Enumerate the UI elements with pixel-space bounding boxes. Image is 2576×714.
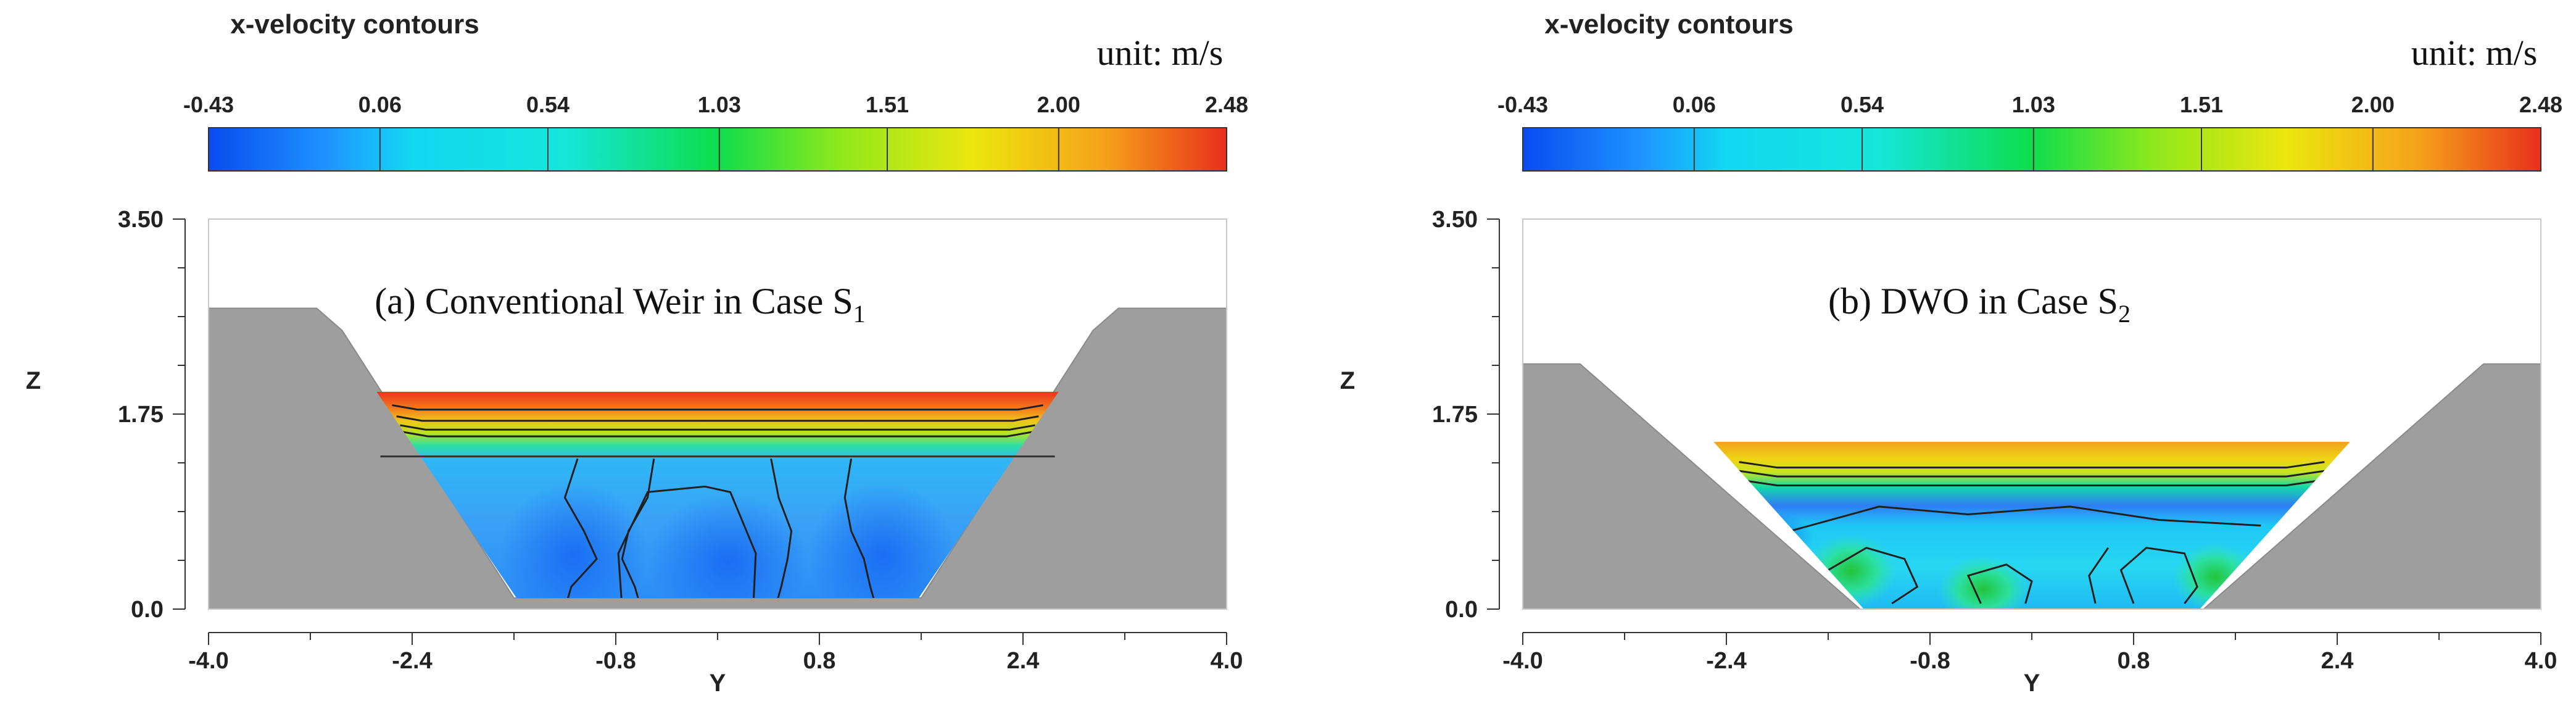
colorbar-tick-label: 0.54 bbox=[526, 92, 569, 117]
x-tick-label: -2.4 bbox=[392, 648, 432, 674]
x-tick-label: -2.4 bbox=[1706, 648, 1746, 674]
x-tick-label: 2.4 bbox=[1007, 648, 1040, 674]
colorbar-tick-label: 2.00 bbox=[2351, 92, 2395, 117]
panel-b-frame bbox=[1522, 218, 2541, 610]
panel-a-colorbar-bar bbox=[208, 127, 1227, 172]
panel-a-unit-label: unit: m/s bbox=[1097, 33, 1224, 73]
x-tick-label: 0.8 bbox=[803, 648, 836, 674]
panel-a-axes: -4.0 -2.4 -0.8 0.8 2.4 4.0 0.0 1.75 3.50… bbox=[26, 207, 1243, 697]
panel-b-x-axis-label: Y bbox=[2024, 670, 2040, 697]
panel-b-axes: -4.0 -2.4 -0.8 0.8 2.4 4.0 0.0 1.75 3.50… bbox=[1340, 207, 2557, 697]
colorbar-tick-label: 1.51 bbox=[866, 92, 909, 117]
panel-b-y-axis-label: Z bbox=[1340, 367, 1355, 394]
panel-b: x-velocity contours unit: m/s -0.43 0.06… bbox=[1340, 9, 2562, 697]
x-tick-label: 4.0 bbox=[2525, 648, 2557, 674]
x-tick-label: -0.8 bbox=[1910, 648, 1950, 674]
colorbar-tick-label: 0.06 bbox=[358, 92, 402, 117]
panel-a: x-velocity contours unit: m/s -0.43 0.06… bbox=[26, 9, 1248, 697]
panel-a-plot: (a) Conventional Weir in Case S1 bbox=[208, 218, 1227, 610]
panel-a-frame bbox=[208, 218, 1227, 610]
panel-b-unit-label: unit: m/s bbox=[2411, 33, 2538, 73]
colorbar-tick-label: 0.06 bbox=[1673, 92, 1716, 117]
colorbar-tick-label: 1.03 bbox=[698, 92, 741, 117]
x-tick-label: -0.8 bbox=[595, 648, 636, 674]
y-tick-label: 1.75 bbox=[118, 402, 164, 428]
colorbar-tick-label: 2.48 bbox=[1205, 92, 1248, 117]
y-tick-label: 3.50 bbox=[1432, 207, 1478, 233]
y-tick-label: 1.75 bbox=[1432, 402, 1478, 428]
panel-a-x-axis-label: Y bbox=[710, 670, 726, 697]
y-tick-label: 0.0 bbox=[1445, 597, 1478, 623]
panel-b-plot: (b) DWO in Case S2 bbox=[1522, 218, 2541, 610]
colorbar-tick-label: 2.48 bbox=[2519, 92, 2562, 117]
panel-b-title: x-velocity contours bbox=[1544, 9, 1793, 39]
colorbar-tick-label: -0.43 bbox=[1497, 92, 1548, 117]
y-tick-label: 3.50 bbox=[118, 207, 164, 233]
x-tick-label: -4.0 bbox=[1502, 648, 1543, 674]
x-tick-label: 2.4 bbox=[2321, 648, 2354, 674]
colorbar-tick-label: -0.43 bbox=[183, 92, 234, 117]
panel-a-title: x-velocity contours bbox=[230, 9, 479, 39]
colorbar-tick-label: 0.54 bbox=[1841, 92, 1884, 117]
panel-a-colorbar: -0.43 0.06 0.54 1.03 1.51 2.00 2.48 bbox=[183, 92, 1248, 172]
y-tick-label: 0.0 bbox=[131, 597, 164, 623]
panel-b-colorbar: -0.43 0.06 0.54 1.03 1.51 2.00 2.48 bbox=[1497, 92, 2562, 172]
x-tick-label: 0.8 bbox=[2118, 648, 2150, 674]
panel-a-y-axis-label: Z bbox=[26, 367, 41, 394]
colorbar-tick-label: 1.51 bbox=[2180, 92, 2223, 117]
panel-a-contours bbox=[392, 404, 1043, 598]
colorbar-tick-label: 1.03 bbox=[2012, 92, 2055, 117]
x-tick-label: -4.0 bbox=[188, 648, 228, 674]
panel-a-annotation: (a) Conventional Weir in Case S1 bbox=[375, 281, 866, 328]
x-tick-label: 4.0 bbox=[1211, 648, 1243, 674]
colorbar-tick-label: 2.00 bbox=[1037, 92, 1080, 117]
panel-b-annotation: (b) DWO in Case S2 bbox=[1828, 281, 2131, 328]
panel-b-colorbar-bar bbox=[1522, 127, 2541, 172]
